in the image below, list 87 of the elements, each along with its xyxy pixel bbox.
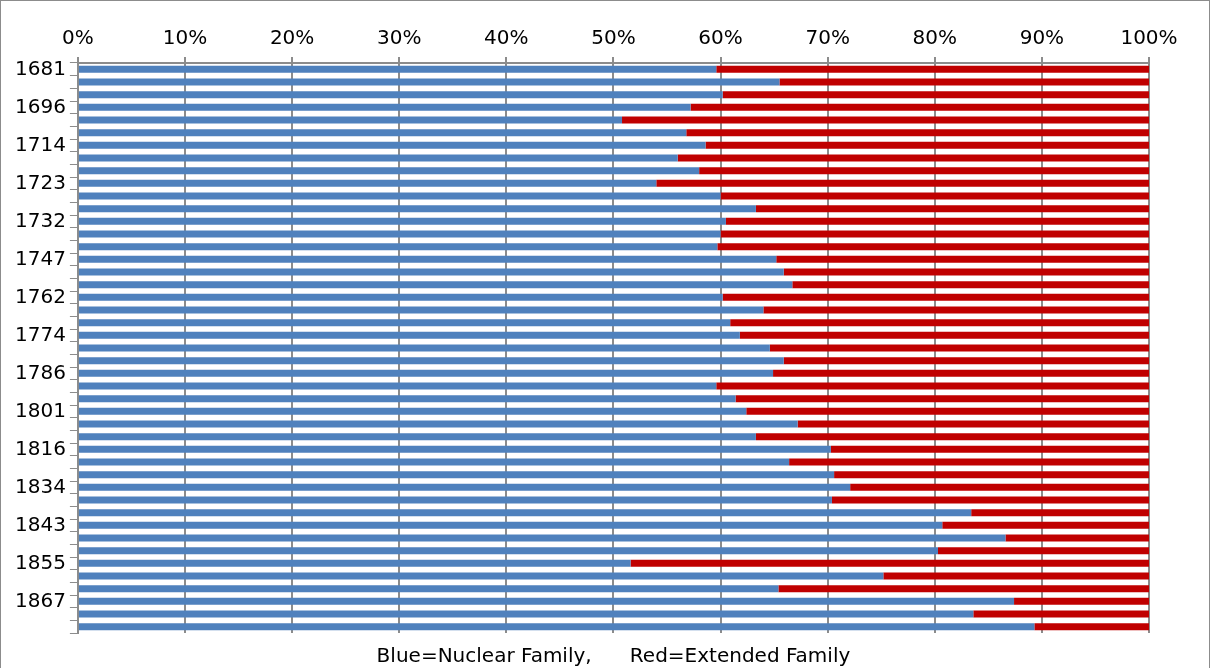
x-tick-label: 100% <box>1120 25 1178 50</box>
bar <box>78 585 779 593</box>
bar <box>725 217 1149 225</box>
y-tick-label: 1855 <box>14 549 66 574</box>
y-tick-label: 1723 <box>14 169 66 194</box>
bar <box>850 483 1149 491</box>
text: Blue=Nuclear Family, Red=Extended Family <box>376 643 851 668</box>
bar <box>78 547 938 555</box>
bar <box>830 445 1149 453</box>
bar <box>78 179 657 187</box>
bar <box>78 141 706 149</box>
bar <box>834 471 1149 479</box>
bar <box>78 369 774 377</box>
y-tick-label: 1834 <box>14 473 66 498</box>
bar <box>686 129 1149 137</box>
y-tick-label: 1816 <box>14 435 66 460</box>
bar <box>656 179 1149 187</box>
x-tick-label: 60% <box>698 25 743 50</box>
bar <box>78 559 631 567</box>
y-tick-label: 1843 <box>14 511 66 536</box>
y-tick-label: 1681 <box>14 55 66 80</box>
bar <box>78 357 784 365</box>
bar <box>78 65 717 73</box>
bar <box>78 91 723 99</box>
bar <box>78 433 756 441</box>
bar <box>942 521 1149 529</box>
bar <box>699 167 1149 175</box>
bar <box>1014 597 1149 605</box>
bar <box>746 407 1149 415</box>
bar <box>1034 623 1149 631</box>
x-tick-label: 30% <box>377 25 422 50</box>
x-tick-label: 40% <box>484 25 529 50</box>
bar <box>716 65 1149 73</box>
bar <box>78 445 831 453</box>
y-tick-label: 1714 <box>14 131 66 156</box>
bar <box>78 407 747 415</box>
bar <box>739 331 1149 339</box>
bar <box>971 509 1149 517</box>
bar <box>78 243 718 251</box>
x-tick-label: 0% <box>62 25 94 50</box>
bar <box>792 281 1149 289</box>
y-tick-label: 1774 <box>14 321 66 346</box>
x-tick-label: 20% <box>269 25 315 50</box>
bar <box>755 433 1149 441</box>
bar <box>78 395 736 403</box>
bar <box>776 255 1149 263</box>
bar <box>78 319 731 327</box>
x-tick-label: 70% <box>805 25 850 50</box>
bar <box>78 293 723 301</box>
bar <box>783 357 1149 365</box>
bar <box>78 167 700 175</box>
bar <box>78 521 943 529</box>
bar <box>735 395 1149 403</box>
bar <box>78 597 1015 605</box>
y-tick-label: 1696 <box>14 93 66 118</box>
bar <box>755 205 1149 213</box>
bar <box>78 509 972 517</box>
bar <box>78 471 835 479</box>
y-tick-label: 1801 <box>14 397 66 422</box>
x-tick-label: 80% <box>912 25 958 50</box>
bar <box>722 91 1149 99</box>
bar <box>705 141 1149 149</box>
y-tick-label: 1762 <box>14 283 66 308</box>
y-tick-label: 1732 <box>14 207 66 232</box>
bar <box>78 255 777 263</box>
bar <box>730 319 1149 327</box>
bar <box>722 293 1149 301</box>
y-tick-label: 1786 <box>14 359 66 384</box>
bar <box>937 547 1149 555</box>
bar <box>78 483 851 491</box>
y-tick-label: 1867 <box>14 587 66 612</box>
x-tick-label: 50% <box>591 25 636 50</box>
x-tick-label: 10% <box>162 25 208 50</box>
bar <box>78 281 793 289</box>
bar <box>78 103 691 111</box>
x-tick-label: 90% <box>1019 25 1065 50</box>
bar <box>78 217 726 225</box>
bar <box>773 369 1149 377</box>
bar <box>78 331 740 339</box>
bar <box>78 623 1035 631</box>
y-tick-label: 1747 <box>14 245 66 270</box>
bar <box>690 103 1149 111</box>
bar <box>717 243 1149 251</box>
bar <box>630 559 1149 567</box>
bar <box>778 585 1149 593</box>
bar <box>78 205 756 213</box>
bar <box>78 129 687 137</box>
